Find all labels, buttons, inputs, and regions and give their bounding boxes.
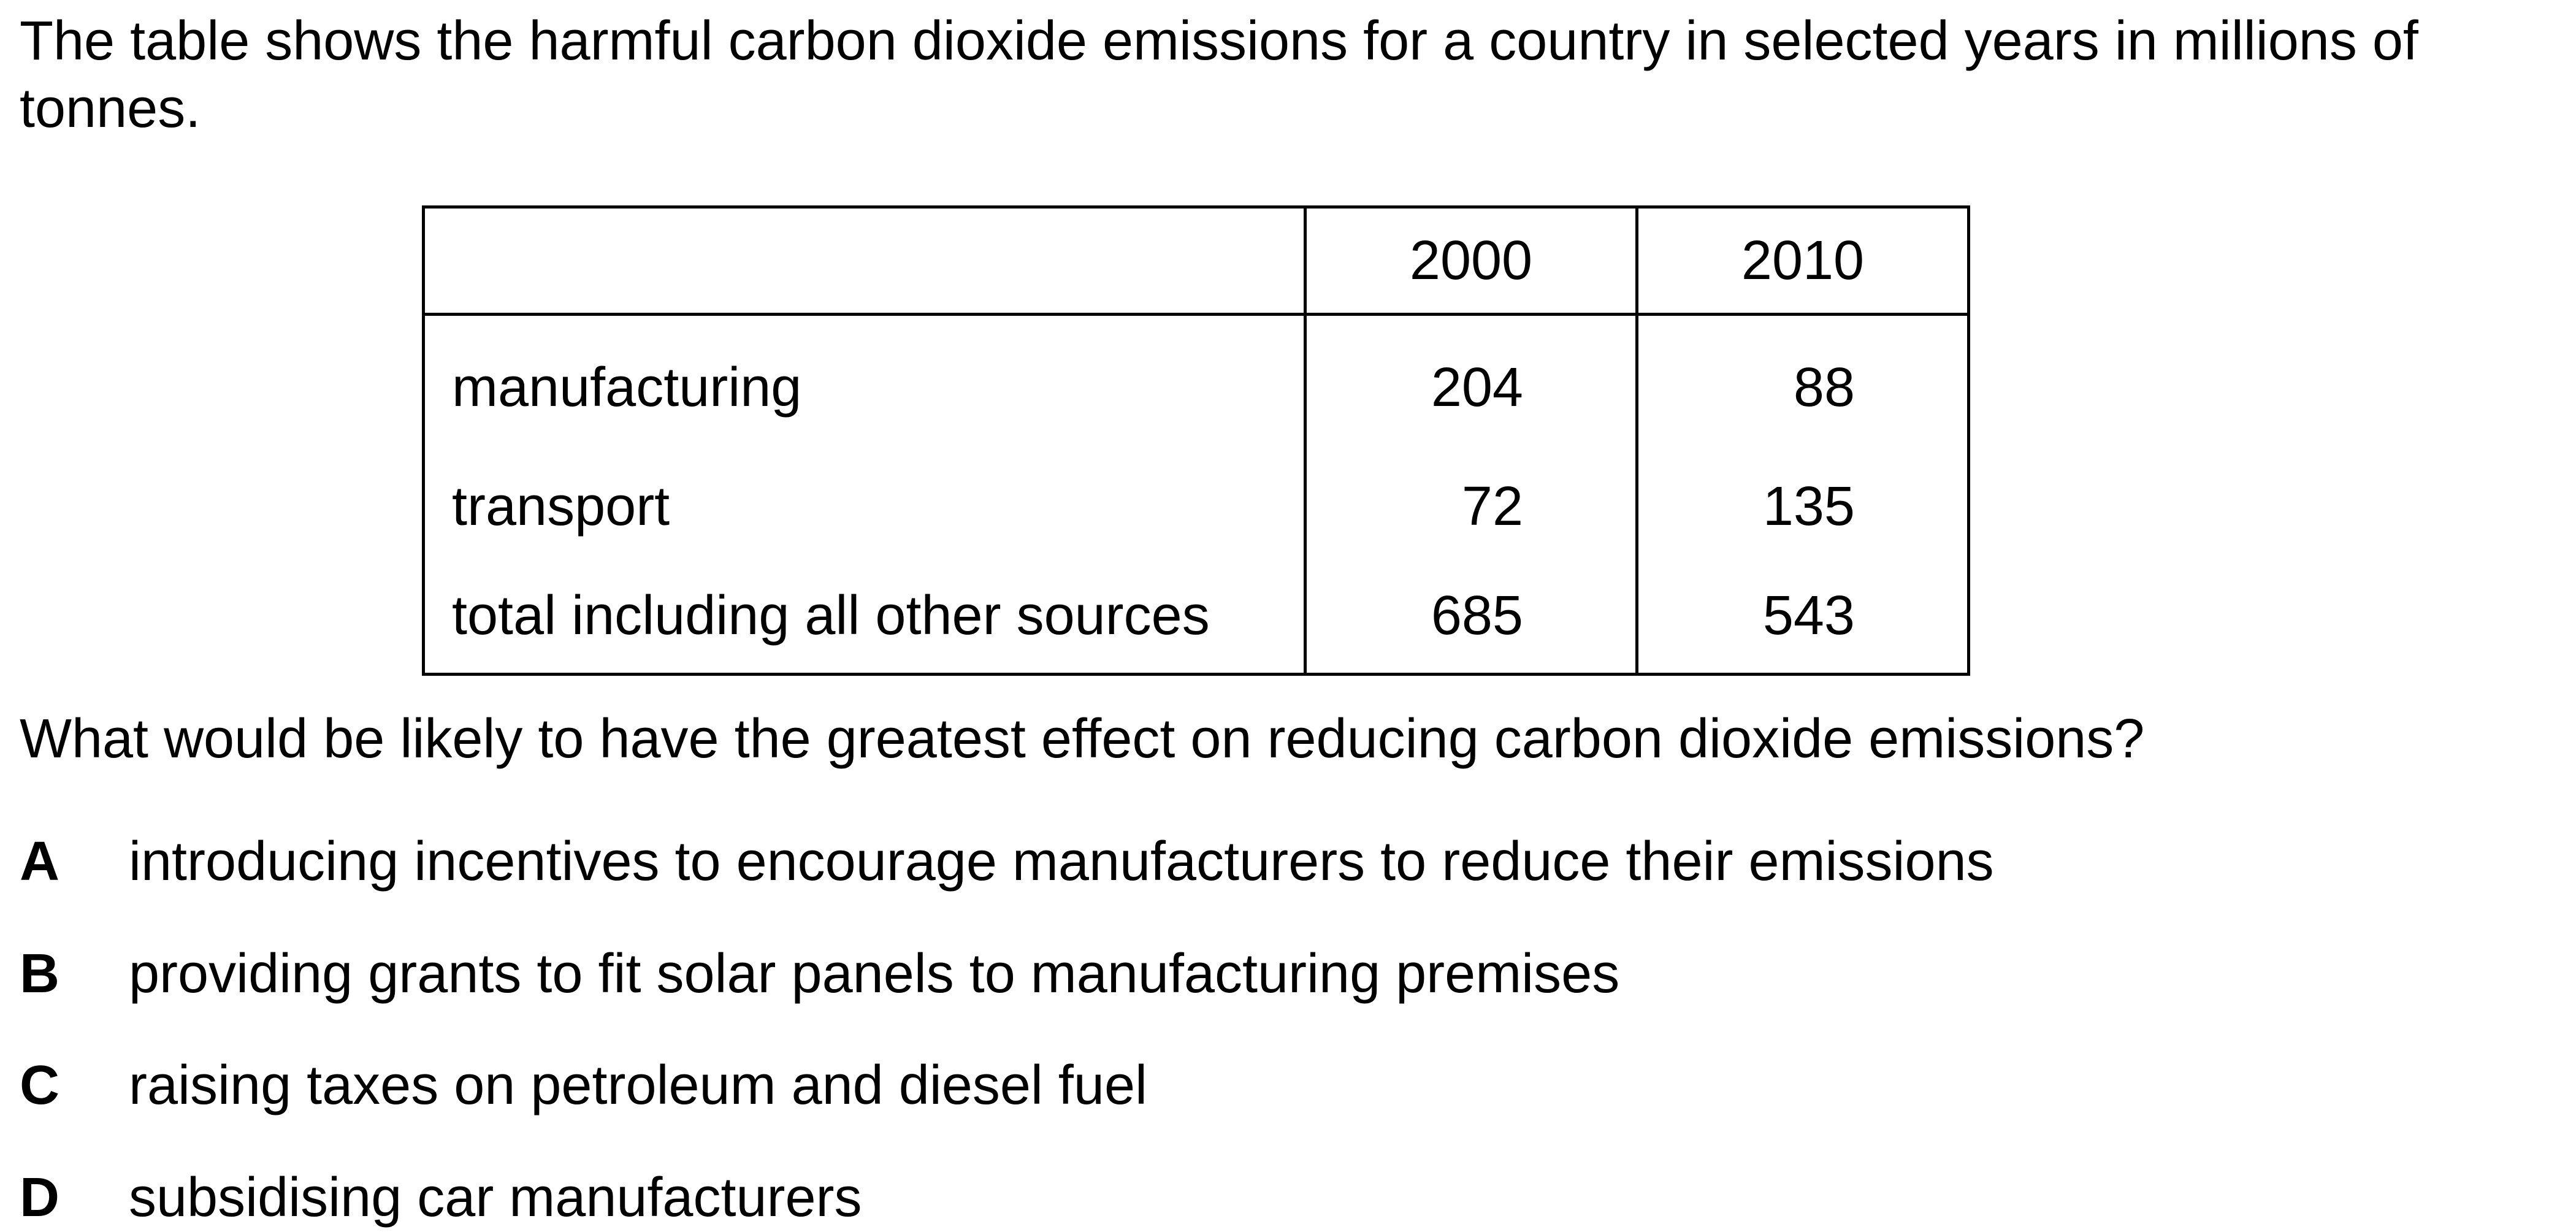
cell-2000: 204 (1304, 314, 1638, 454)
option-letter: B (20, 943, 59, 1004)
row-label: transport (422, 454, 1307, 559)
option-letter: A (20, 831, 59, 892)
option-text: raising taxes on petroleum and diesel fu… (129, 1055, 1148, 1116)
option-letter: C (20, 1055, 59, 1116)
question-text: What would be likely to have the greates… (20, 708, 2145, 770)
table-row-manufacturing: manufacturing 204 88 (422, 314, 1970, 454)
cell-value: 88 (1793, 357, 1855, 418)
option-text: providing grants to fit solar panels to … (129, 943, 1620, 1004)
row-label: manufacturing (422, 314, 1307, 454)
option-text: subsidising car manufacturers (129, 1167, 862, 1228)
cell-2010: 88 (1635, 314, 1970, 454)
header-year-2000: 2000 (1304, 205, 1638, 316)
cell-value: 685 (1431, 585, 1523, 646)
cell-2010: 135 (1635, 454, 1970, 559)
cell-value: 204 (1431, 357, 1523, 418)
header-year-2010: 2010 (1635, 205, 1970, 316)
intro-text: The table shows the harmful carbon dioxi… (20, 10, 2418, 139)
cell-2000: 72 (1304, 454, 1638, 559)
table-header-row: 2000 2010 (422, 205, 1970, 316)
cell-2010: 543 (1635, 559, 1970, 676)
cell-value: 543 (1762, 585, 1855, 646)
table-row-total: total including all other sources 685 54… (422, 559, 1970, 676)
table-row-transport: transport 72 135 (422, 454, 1970, 559)
emissions-table: 2000 2010 manufacturing 204 88 transport… (422, 205, 1970, 676)
cell-value: 72 (1461, 475, 1523, 537)
cell-2000: 685 (1304, 559, 1638, 676)
row-label: total including all other sources (422, 559, 1307, 676)
cell-value: 135 (1762, 475, 1855, 537)
option-letter: D (20, 1167, 59, 1228)
header-empty (422, 205, 1307, 316)
option-text: introducing incentives to encourage manu… (129, 831, 1994, 892)
